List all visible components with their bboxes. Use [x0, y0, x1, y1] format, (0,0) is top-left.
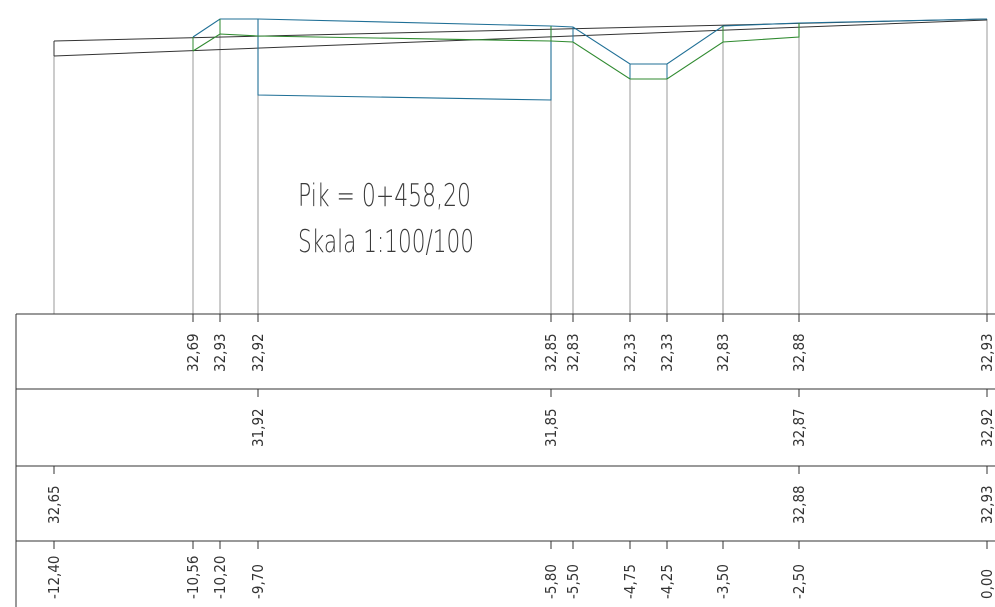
table-value-label: 0,00 [978, 569, 995, 599]
scale-title: Skala 1:100/100 [298, 224, 474, 260]
profile-lines [53, 18, 988, 101]
station-title: Pik = 0+458,20 [298, 178, 471, 214]
table-value-label: -2,50 [790, 564, 808, 599]
table-value-label: -5,50 [564, 564, 582, 599]
table-value-label: -4,75 [621, 564, 639, 599]
table-value-label: 32,65 [45, 485, 63, 524]
design-surface-line [192, 18, 988, 65]
table-value-label: -5,80 [542, 564, 560, 599]
table-value-label: 32,88 [790, 485, 808, 524]
table-labels: 32,69 32,93 32,92 32,85 32,83 32,33 32,33 32,83… [45, 314, 995, 599]
table-value-label: 31,92 [249, 408, 267, 447]
table-value-label: 32,87 [790, 408, 808, 447]
table-value-label: 32,88 [790, 333, 808, 372]
table-value-label: -10,20 [211, 556, 229, 600]
table-value-label: 32,93 [211, 333, 229, 372]
table-value-label: 32,69 [184, 333, 202, 372]
data-table [15, 313, 995, 607]
table-value-label: 32,85 [542, 333, 560, 372]
table-value-label: 32,83 [714, 333, 732, 372]
table-value-label: -9,70 [249, 564, 267, 599]
table-value-label: 31,85 [542, 408, 560, 447]
design-box-line [257, 19, 552, 101]
table-value-label: 32,92 [978, 408, 995, 447]
vertical-projection-lines [53, 19, 988, 314]
table-value-label: 32,33 [621, 333, 639, 372]
subgrade-line [192, 23, 800, 80]
table-value-label: 32,33 [658, 333, 676, 372]
table-value-label: -10,56 [184, 556, 202, 600]
table-value-label: -4,25 [658, 564, 676, 599]
table-value-label: 32,92 [249, 333, 267, 372]
table-value-label: 32,93 [978, 333, 995, 372]
table-value-label: 32,83 [564, 333, 582, 372]
table-value-label: -3,50 [714, 564, 732, 599]
ground-line-lower [53, 19, 988, 57]
table-value-label: -12,40 [45, 556, 63, 600]
table-value-label: 32,93 [978, 485, 995, 524]
